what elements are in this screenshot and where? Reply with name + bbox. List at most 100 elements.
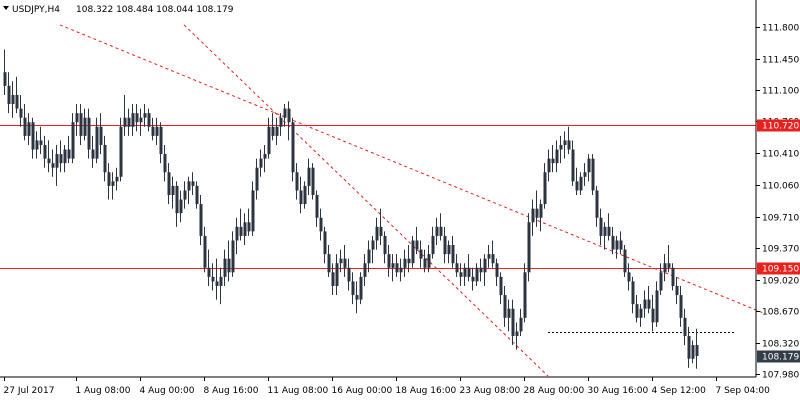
candle <box>447 240 451 264</box>
candle <box>359 272 363 305</box>
candle <box>167 163 171 205</box>
candle-body <box>279 117 283 127</box>
candle-body <box>171 185 175 195</box>
candle-body <box>243 222 247 236</box>
candle-body <box>467 267 471 277</box>
price-tick-label: 108.670 <box>762 308 799 318</box>
trendline[interactable] <box>183 24 549 377</box>
candle-body <box>479 267 483 273</box>
candle <box>147 108 151 132</box>
candle <box>527 213 531 282</box>
candle <box>87 108 91 159</box>
candle <box>307 158 311 195</box>
candle <box>43 135 47 168</box>
price-tick-label: 111.800 <box>762 24 799 34</box>
candle <box>19 94 23 127</box>
candle <box>63 144 67 173</box>
candle-body <box>599 217 603 236</box>
candle <box>423 249 427 273</box>
candle-body <box>7 85 11 105</box>
candle <box>159 122 163 164</box>
candle-body <box>31 122 35 150</box>
candle <box>195 181 199 209</box>
candle <box>639 304 643 327</box>
candle-body <box>423 258 427 268</box>
candle <box>647 285 651 314</box>
candle <box>91 135 95 168</box>
time-tick-label: 7 Sep 04:00 <box>716 386 771 396</box>
candle <box>75 104 79 136</box>
candle-body <box>659 272 663 291</box>
candles-layer <box>3 49 699 369</box>
candle-body <box>519 317 523 332</box>
candle-body <box>203 235 207 268</box>
trendline[interactable] <box>59 24 765 314</box>
candle <box>407 245 411 273</box>
candle-body <box>143 113 147 118</box>
candle <box>163 144 167 182</box>
candle <box>631 276 635 314</box>
candle <box>507 299 511 332</box>
candle <box>211 263 215 291</box>
candle-body <box>675 285 679 296</box>
time-tick-label: 11 Aug 08:00 <box>268 386 329 396</box>
candle <box>523 263 527 323</box>
candle-body <box>355 295 359 300</box>
candle <box>411 235 415 268</box>
chart-header: USDJPY,H4 108.322 108.484 108.044 108.17… <box>3 5 234 15</box>
dropdown-triangle-icon[interactable] <box>3 6 9 10</box>
candle <box>191 172 195 195</box>
candle <box>487 245 491 268</box>
price-tick-label: 110.410 <box>762 150 799 160</box>
candle-body <box>439 226 443 236</box>
candle-body <box>271 126 275 136</box>
candle <box>267 117 271 159</box>
candle <box>503 285 507 327</box>
candle-body <box>215 281 219 286</box>
price-tick-label: 109.710 <box>762 214 799 224</box>
time-tick-label: 4 Aug 00:00 <box>140 386 195 396</box>
candle-body <box>311 167 315 195</box>
candle-body <box>23 117 27 136</box>
candle <box>479 258 483 282</box>
candle <box>571 140 575 186</box>
candle-body <box>159 126 163 155</box>
candle <box>391 254 395 282</box>
candle-body <box>187 181 191 191</box>
candle <box>339 249 343 273</box>
candle-body <box>567 140 571 150</box>
candle <box>623 245 627 277</box>
time-tick-label: 1 Aug 08:00 <box>76 386 131 396</box>
current-price-badge <box>757 350 800 363</box>
candle <box>295 163 299 200</box>
candle <box>207 249 211 286</box>
candle <box>475 263 479 286</box>
candle-body <box>539 204 543 218</box>
candle <box>427 245 431 273</box>
price-tick-label: 111.450 <box>762 56 799 66</box>
candle <box>183 181 187 209</box>
candle <box>119 117 123 182</box>
candle-body <box>603 226 607 236</box>
candle <box>27 113 31 145</box>
candle-body <box>259 158 263 168</box>
candle-body <box>583 172 587 177</box>
candle <box>367 240 371 273</box>
candle <box>451 235 455 268</box>
candle-body <box>95 126 99 159</box>
candle-body <box>35 140 39 150</box>
candle <box>603 222 607 250</box>
candle <box>319 208 323 241</box>
candle <box>535 190 539 227</box>
candle <box>179 190 183 223</box>
candle-body <box>363 263 367 277</box>
candle <box>315 190 319 227</box>
candle <box>587 154 591 182</box>
candle-body <box>663 263 667 273</box>
candle <box>467 254 471 282</box>
candle-body <box>307 167 311 186</box>
candle-body <box>595 190 599 218</box>
candle <box>415 226 419 255</box>
